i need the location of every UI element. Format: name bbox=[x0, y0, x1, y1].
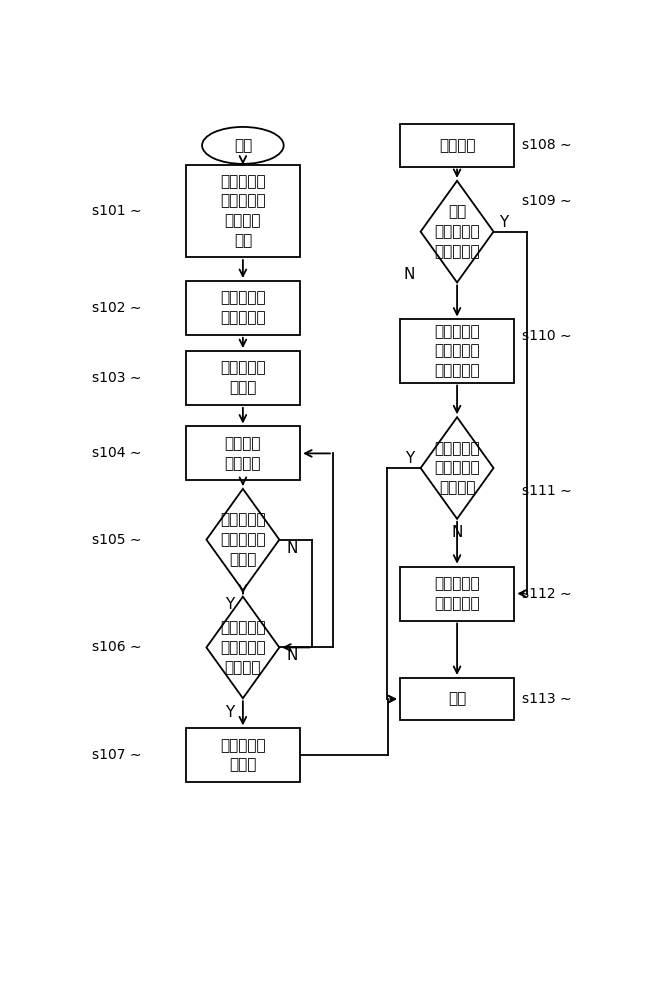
Text: s112 ∼: s112 ∼ bbox=[522, 587, 571, 601]
Text: Y: Y bbox=[405, 451, 414, 466]
Text: s103 ∼: s103 ∼ bbox=[92, 371, 142, 385]
Text: Y: Y bbox=[226, 597, 235, 612]
Text: s113 ∼: s113 ∼ bbox=[522, 692, 571, 706]
Text: 检测控制系
统是否发出
停机信号: 检测控制系 统是否发出 停机信号 bbox=[434, 441, 480, 495]
Text: s102 ∼: s102 ∼ bbox=[92, 301, 142, 315]
Bar bbox=[399, 678, 515, 720]
Text: s106 ∼: s106 ∼ bbox=[92, 640, 142, 654]
Bar bbox=[186, 426, 300, 480]
Text: s109 ∼: s109 ∼ bbox=[522, 194, 571, 208]
Text: 开始: 开始 bbox=[234, 138, 252, 153]
Bar bbox=[186, 351, 300, 405]
Text: 备用保护模
块接通电源: 备用保护模 块接通电源 bbox=[220, 290, 266, 325]
Text: 控制系统
接通电源: 控制系统 接通电源 bbox=[224, 436, 261, 471]
Text: 停机: 停机 bbox=[448, 692, 466, 707]
Text: 三相工频交
流电为电机
控制单元
供电: 三相工频交 流电为电机 控制单元 供电 bbox=[220, 174, 266, 248]
Text: s108 ∼: s108 ∼ bbox=[522, 138, 571, 152]
Text: s111 ∼: s111 ∼ bbox=[522, 484, 572, 498]
Bar bbox=[399, 319, 515, 383]
Text: Y: Y bbox=[226, 705, 235, 720]
Text: N: N bbox=[451, 525, 463, 540]
Bar bbox=[399, 567, 515, 620]
Text: s104 ∼: s104 ∼ bbox=[92, 446, 142, 460]
Text: s105 ∼: s105 ∼ bbox=[92, 533, 142, 547]
Text: 判断输入和
输出开关是
否吸合: 判断输入和 输出开关是 否吸合 bbox=[220, 512, 266, 567]
Text: 电机运转: 电机运转 bbox=[439, 138, 475, 153]
Text: 电机控制单
元上电: 电机控制单 元上电 bbox=[220, 738, 266, 773]
Text: 判断
转速检测元
件是否故障: 判断 转速检测元 件是否故障 bbox=[434, 204, 480, 259]
Text: N: N bbox=[286, 541, 298, 556]
Text: N: N bbox=[404, 267, 415, 282]
Polygon shape bbox=[420, 181, 494, 282]
Bar bbox=[186, 728, 300, 782]
Polygon shape bbox=[207, 489, 280, 590]
Text: 检测控制单
元是否属于
停止状态: 检测控制单 元是否属于 停止状态 bbox=[220, 620, 266, 675]
Text: 备用保护模
块启动: 备用保护模 块启动 bbox=[220, 361, 266, 395]
Bar bbox=[186, 165, 300, 257]
Polygon shape bbox=[207, 597, 280, 698]
Text: s107 ∼: s107 ∼ bbox=[92, 748, 142, 762]
Polygon shape bbox=[420, 417, 494, 519]
Ellipse shape bbox=[202, 127, 284, 164]
Text: s110 ∼: s110 ∼ bbox=[522, 329, 571, 343]
Bar bbox=[399, 124, 515, 167]
Text: Y: Y bbox=[499, 215, 509, 230]
Text: 前进或后退
限位信号模
块发出信号: 前进或后退 限位信号模 块发出信号 bbox=[434, 324, 480, 378]
Bar bbox=[186, 281, 300, 335]
Text: N: N bbox=[286, 648, 298, 663]
Text: s101 ∼: s101 ∼ bbox=[92, 204, 142, 218]
Text: 备用模块发
出停机信号: 备用模块发 出停机信号 bbox=[434, 576, 480, 611]
